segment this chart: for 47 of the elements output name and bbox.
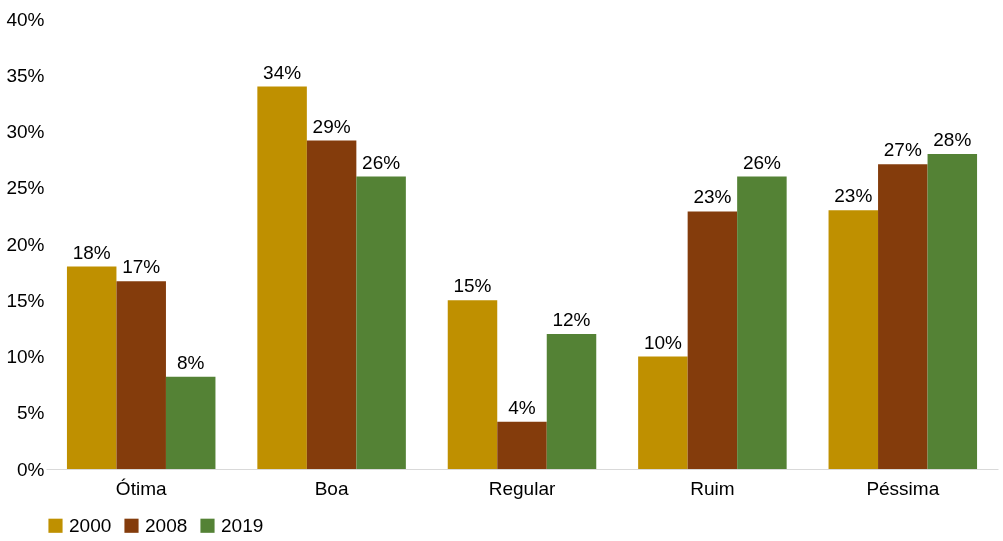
x-tick-label: Regular bbox=[488, 477, 556, 499]
x-tick-label: Péssima bbox=[866, 477, 940, 499]
x-tick-label: Ótima bbox=[115, 477, 167, 499]
data-label: 28% bbox=[933, 129, 972, 150]
bar bbox=[497, 421, 547, 469]
data-label: 4% bbox=[508, 396, 536, 418]
y-tick-label: 25% bbox=[6, 177, 45, 199]
bar bbox=[116, 281, 166, 469]
x-tick-label: Ruim bbox=[690, 477, 735, 499]
y-tick-label: 5% bbox=[17, 402, 45, 424]
y-tick-label: 10% bbox=[6, 346, 45, 367]
y-tick-label: 30% bbox=[6, 121, 45, 142]
data-label: 29% bbox=[312, 115, 351, 137]
bar bbox=[306, 140, 357, 469]
data-label: 17% bbox=[122, 256, 161, 278]
bar bbox=[165, 376, 216, 469]
bar bbox=[687, 211, 738, 469]
legend-label: 2008 bbox=[145, 514, 188, 536]
bar bbox=[546, 334, 597, 469]
data-label: 23% bbox=[693, 186, 732, 208]
x-tick-label: Boa bbox=[314, 477, 349, 499]
bar bbox=[927, 154, 978, 469]
data-label: 18% bbox=[72, 241, 111, 263]
y-tick-label: 20% bbox=[6, 233, 45, 255]
bar bbox=[257, 86, 307, 469]
bar bbox=[356, 176, 406, 469]
bar bbox=[878, 164, 928, 469]
bar bbox=[66, 266, 117, 469]
data-label: 15% bbox=[453, 275, 492, 297]
legend-label: 2000 bbox=[69, 514, 112, 536]
y-tick-label: 15% bbox=[6, 289, 45, 311]
y-tick-label: 40% bbox=[6, 8, 45, 30]
data-label: 26% bbox=[362, 151, 401, 173]
bar bbox=[447, 300, 498, 469]
bar bbox=[828, 210, 879, 469]
bar bbox=[638, 356, 688, 469]
data-label: 26% bbox=[742, 151, 782, 173]
data-label: 12% bbox=[552, 309, 591, 330]
legend-label: 2019 bbox=[221, 514, 264, 536]
bar bbox=[737, 176, 787, 469]
y-tick-label: 35% bbox=[6, 64, 45, 86]
data-label: 8% bbox=[176, 351, 205, 373]
y-tick-label: 0% bbox=[17, 458, 45, 480]
data-label: 27% bbox=[883, 139, 922, 161]
data-label: 23% bbox=[834, 185, 873, 207]
data-label: 34% bbox=[263, 61, 302, 83]
data-label: 10% bbox=[643, 331, 683, 353]
